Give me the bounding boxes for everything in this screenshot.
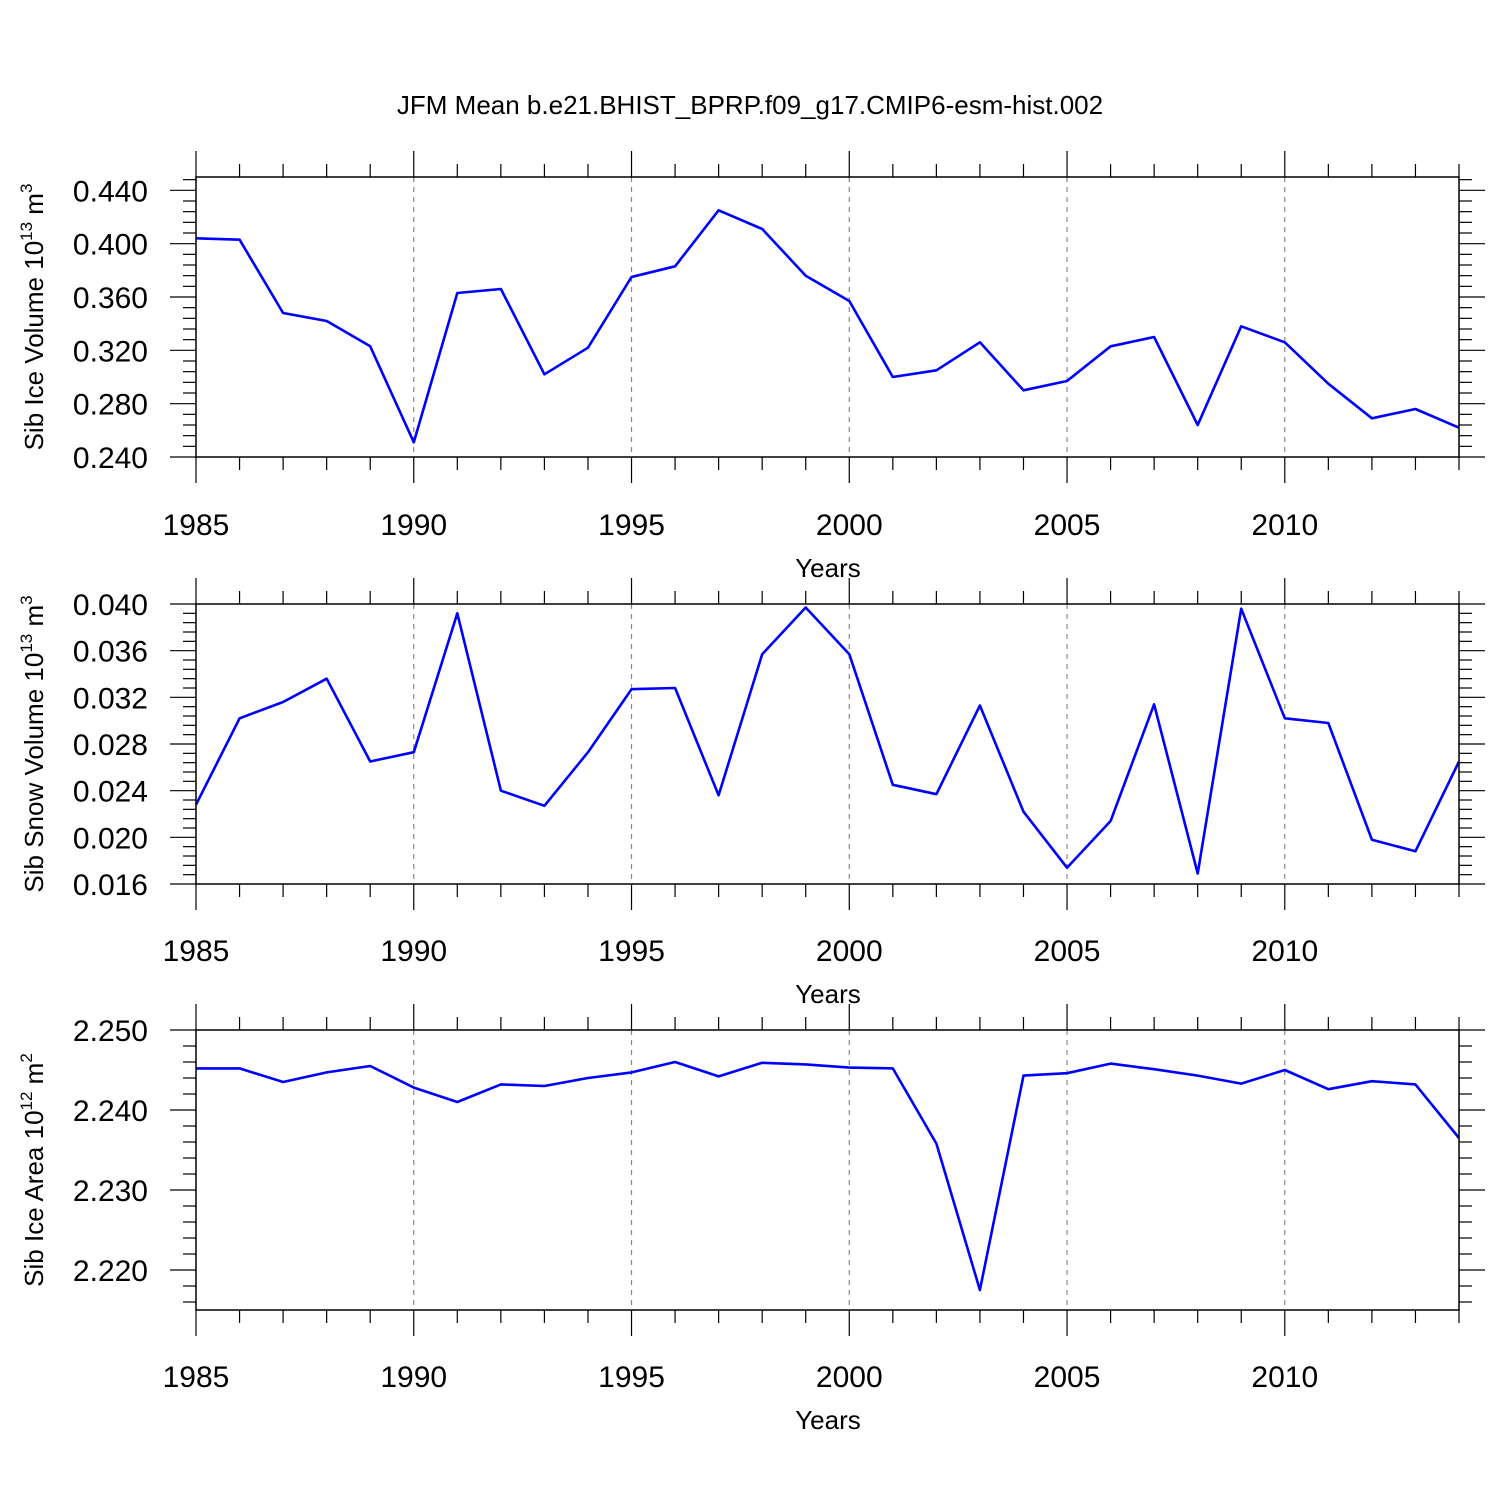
y-tick-label: 0.040 [73, 589, 148, 622]
y-tick-label: 2.250 [73, 1015, 148, 1048]
x-tick-label: 1990 [380, 509, 447, 542]
x-tick-label: 2010 [1251, 1361, 1318, 1394]
series-line [195, 209, 1460, 444]
series-line [196, 1060, 1461, 1292]
figure-title: JFM Mean b.e21.BHIST_BPRP.f09_g17.CMIP6-… [397, 90, 1103, 120]
plot-frame [195, 176, 1460, 458]
x-tick-label: 2000 [816, 509, 883, 542]
y-tick-label: 0.020 [73, 822, 148, 855]
y-tick-label: 0.400 [73, 229, 148, 262]
y-tick-label: 0.280 [73, 389, 148, 422]
x-tick-label: 2010 [1251, 935, 1318, 968]
x-tick-label: 1985 [163, 935, 230, 968]
series-line [194, 606, 1461, 875]
panel-snow-volume: 0.016 0.020 0.024 0.028 0.032 0.036 0.040 1985 1… [17, 578, 1485, 1009]
panel-ice-volume: 0.240 0.280 0.320 0.360 0.400 0.440 1985 1990 19… [17, 151, 1485, 583]
x-tick-label: 1995 [598, 1361, 665, 1394]
y-tick-label: 0.360 [73, 282, 148, 315]
x-tick-label: 1985 [163, 1361, 230, 1394]
x-tick-label: 1990 [380, 935, 447, 968]
x-tick-label: 1985 [163, 509, 230, 542]
x-axis-label: Years [795, 553, 861, 583]
y-tick-label: 0.240 [73, 442, 148, 475]
plot-frame [195, 1029, 1460, 1311]
x-tick-label: 1995 [598, 935, 665, 968]
x-tick-label: 2000 [816, 1361, 883, 1394]
x-tick-label: 2005 [1034, 509, 1101, 542]
y-tick-label: 2.240 [73, 1095, 148, 1128]
x-tick-label: 2005 [1034, 935, 1101, 968]
x-tick-label: 1995 [598, 509, 665, 542]
x-axis-label: Years [795, 979, 861, 1009]
y-axis-label: Sib Ice Area 1012 m2 [17, 1053, 49, 1287]
y-axis-label: Sib Ice Volume 1013 m3 [17, 184, 49, 451]
y-tick-label: 0.440 [73, 175, 148, 208]
y-tick-label: 0.320 [73, 335, 148, 368]
plot-frame [195, 603, 1460, 885]
y-tick-label: 0.032 [73, 682, 148, 715]
y-tick-label: 2.220 [73, 1255, 148, 1288]
y-axis-label: Sib Snow Volume 1013 m3 [17, 595, 49, 892]
y-tick-label: 2.230 [73, 1175, 148, 1208]
x-tick-label: 2010 [1251, 509, 1318, 542]
x-axis-label: Years [795, 1405, 861, 1435]
y-tick-label: 0.016 [73, 869, 148, 902]
x-tick-label: 1990 [380, 1361, 447, 1394]
panel-ice-area: 2.220 2.230 2.240 2.250 1985 1990 1995 2000 2005… [17, 1004, 1485, 1435]
y-tick-label: 0.036 [73, 636, 148, 669]
x-tick-label: 2005 [1034, 1361, 1101, 1394]
y-tick-label: 0.024 [73, 776, 148, 809]
x-tick-label: 2000 [816, 935, 883, 968]
y-tick-label: 0.028 [73, 729, 148, 762]
